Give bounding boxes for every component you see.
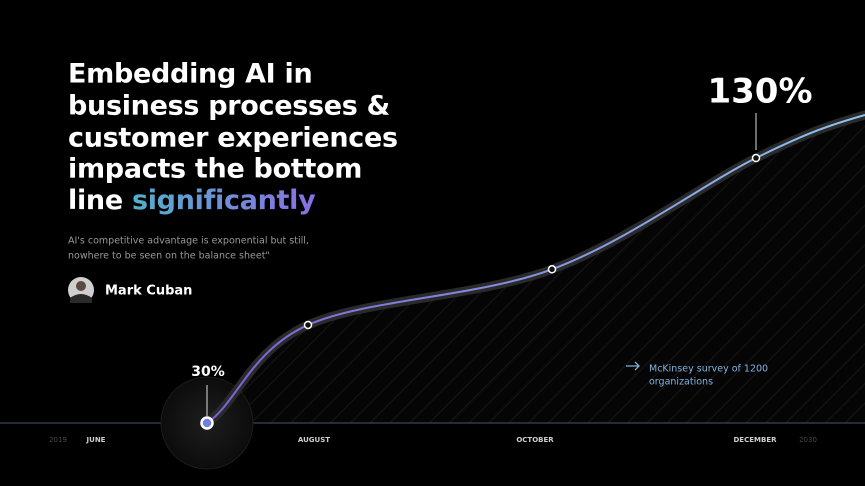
note: organizations	[649, 377, 713, 388]
x-label: OCTOBER	[516, 436, 554, 444]
note-arrow	[626, 361, 640, 371]
point	[547, 265, 557, 274]
quote: nowhere to be seen on the balance sheet"	[68, 251, 270, 262]
headline: business processes &	[68, 91, 390, 122]
point	[303, 320, 313, 330]
x-label: AUGUST	[298, 436, 330, 444]
author: Mark Cuban	[105, 284, 192, 299]
value-label: 30%	[191, 364, 225, 380]
x-label: DECEMBER	[734, 436, 778, 444]
chart: 2019 JUNE AUGUST OCTOBER DECEMBER 2030 30% 130%…	[0, 72, 865, 470]
avatar	[68, 277, 94, 303]
headline-highlight: significantly	[132, 185, 316, 216]
x-label: 2030	[799, 436, 817, 444]
headline: impacts the bottom	[68, 154, 362, 185]
headline: line significantly	[68, 185, 316, 216]
point	[200, 416, 214, 430]
x-label: JUNE	[86, 436, 106, 444]
headline: Embedding AI in	[68, 59, 312, 90]
headline: customer experiences	[68, 123, 398, 154]
headline: line	[68, 185, 123, 216]
quote: AI's competitive advantage is exponentia…	[68, 236, 309, 247]
value-label: 130%	[707, 72, 812, 112]
note: McKinsey survey of 1200	[649, 364, 768, 375]
x-label: 2019	[49, 436, 67, 444]
line	[206, 157, 757, 424]
line-tail	[755, 114, 865, 159]
point	[751, 153, 761, 163]
